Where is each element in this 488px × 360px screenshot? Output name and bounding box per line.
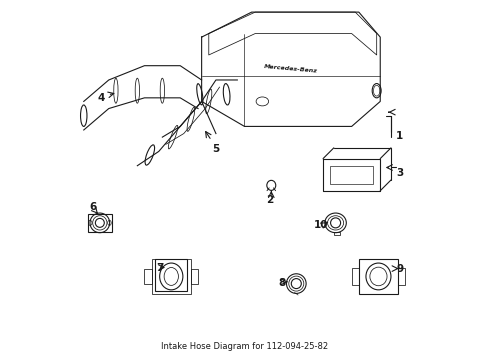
Bar: [190, 269, 198, 284]
Text: 2: 2: [266, 195, 273, 204]
Text: 3: 3: [395, 168, 403, 178]
Bar: [329, 166, 372, 184]
Bar: [88, 214, 111, 232]
Bar: [397, 267, 405, 285]
Text: 1: 1: [395, 131, 403, 141]
Text: Intake Hose Diagram for 112-094-25-82: Intake Hose Diagram for 112-094-25-82: [161, 342, 327, 351]
Text: Mercedes-Benz: Mercedes-Benz: [264, 64, 317, 74]
Bar: [155, 258, 187, 291]
Bar: [351, 267, 358, 285]
Text: 6: 6: [89, 202, 96, 212]
Bar: [358, 258, 397, 294]
Bar: [144, 269, 151, 284]
Text: 9: 9: [395, 264, 403, 274]
Text: 4: 4: [98, 93, 105, 103]
Bar: [151, 258, 190, 294]
Text: 8: 8: [278, 278, 285, 288]
Bar: [333, 232, 340, 235]
Text: 7: 7: [156, 263, 163, 273]
Text: 10: 10: [313, 220, 328, 230]
Text: 5: 5: [212, 144, 219, 154]
